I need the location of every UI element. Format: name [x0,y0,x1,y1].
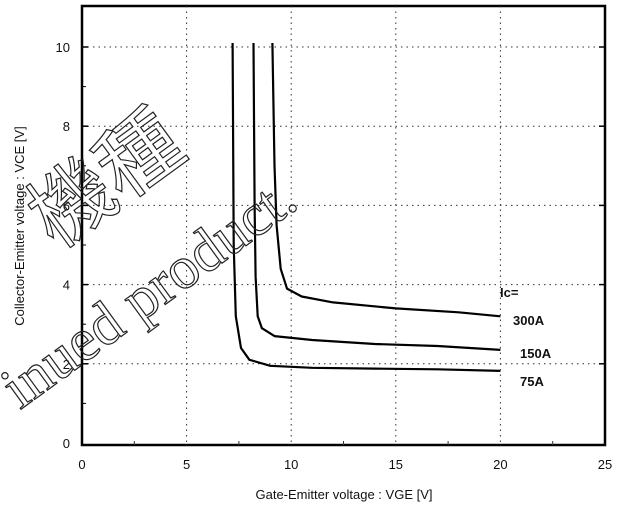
grid [82,6,605,445]
y-tick-label: 0 [63,436,70,451]
series-labels: 300A 150A 75A Ic= [500,285,552,389]
series-line-75A [231,42,501,372]
x-tick-label: 0 [78,457,85,472]
x-tick-label: 25 [598,457,612,472]
series-label-75A: 75A [520,374,544,389]
y-tick-label: 2 [63,357,70,372]
y-tick-label: 10 [56,40,70,55]
series-label-150A: 150A [520,346,552,361]
series-line-300A [271,42,501,318]
y-tick-label: 6 [63,198,70,213]
x-tick-label: 5 [183,457,190,472]
y-tick-label: 8 [63,119,70,134]
series-line-150A [252,42,501,351]
x-tick-label: 20 [493,457,507,472]
series-label-300A: 300A [513,313,545,328]
ic-header-label: Ic= [500,285,519,300]
y-axis-label: Collector-Emitter voltage : VCE [V] [12,126,27,325]
y-tick-label: 4 [63,278,70,293]
x-tick-label: 10 [284,457,298,472]
watermark: 機種 inued product. [0,94,309,421]
x-axis-label: Gate-Emitter voltage : VGE [V] [255,487,432,502]
x-tick-label: 15 [389,457,403,472]
series-group [231,42,501,372]
axis-ticks: 0 5 10 15 20 25 0 2 4 6 8 10 [56,40,613,472]
